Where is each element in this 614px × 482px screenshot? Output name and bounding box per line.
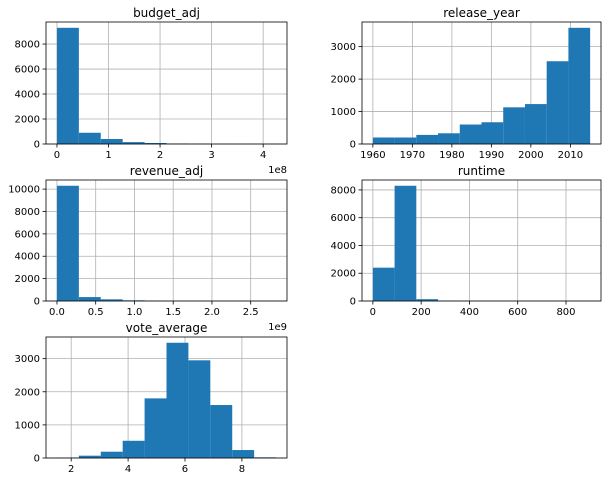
histogram-bar — [394, 185, 417, 301]
subplot-release-year: 1960 1970 1980 1990 2000 2010 0 1000 2000 3000 rel… — [331, 6, 602, 161]
x-tick-label: 2010 — [558, 150, 583, 161]
y-tick-label: 6000 — [331, 213, 356, 224]
histogram-bar — [166, 342, 189, 458]
histogram-bar — [416, 134, 439, 144]
axes-frame — [45, 179, 288, 302]
x-tick-label: 6 — [182, 464, 188, 475]
x-offset-label: 1e8 — [268, 165, 287, 176]
y-tick-label: 6000 — [15, 65, 40, 76]
y-tick-label: 0 — [34, 297, 40, 308]
subplot-title: release_year — [443, 6, 520, 20]
histogram-bar — [546, 61, 569, 144]
subplot-revenue-adj: 0.0 0.5 1.0 1.5 2.0 2.5 0 2000 4000 6000 8000 10000… — [8, 164, 288, 333]
histogram-bar — [232, 450, 255, 458]
axes-frame — [361, 21, 602, 145]
histogram-bar — [503, 107, 525, 144]
x-offset-label: 1e9 — [268, 322, 287, 333]
histogram-bar — [459, 124, 482, 144]
x-tick-label: 4 — [125, 464, 131, 475]
histogram-bar — [416, 299, 439, 301]
y-tick-label: 2000 — [331, 269, 356, 280]
histogram-bar — [56, 27, 79, 144]
histogram-bar — [188, 360, 211, 458]
x-tick-label: 1980 — [439, 150, 464, 161]
histogram-bar — [394, 137, 417, 144]
x-tick-label: 1.5 — [165, 307, 181, 318]
subplot-title: vote_average — [126, 321, 208, 335]
x-tick-label: 2.0 — [204, 307, 220, 318]
x-tick-label: 1990 — [479, 150, 504, 161]
y-tick-label: 8000 — [15, 40, 40, 51]
axes-frame — [45, 336, 288, 459]
y-tick-label: 4000 — [331, 241, 356, 252]
y-tick-label: 2000 — [15, 387, 40, 398]
histogram-bar — [210, 405, 233, 458]
histogram-bar — [144, 398, 167, 458]
axes-frame — [361, 179, 602, 302]
y-tick-label: 1000 — [15, 420, 40, 431]
y-tick-label: 6000 — [15, 229, 40, 240]
histogram-bar — [100, 299, 123, 301]
y-tick-label: 1000 — [331, 107, 356, 118]
subplot-title: budget_adj — [133, 6, 200, 20]
y-tick-label: 0 — [350, 297, 356, 308]
y-tick-label: 0 — [350, 140, 356, 151]
subplot-budget-adj: 0 1 2 3 4 0 2000 4000 6000 8000 budget_adj 1e8 — [15, 6, 288, 176]
histogram-bar — [372, 267, 395, 301]
histogram-bar — [568, 27, 591, 144]
histogram-bar — [122, 142, 145, 144]
histogram-bar — [438, 133, 460, 144]
x-tick-label: 0 — [54, 150, 60, 161]
x-tick-label: 1970 — [400, 150, 425, 161]
x-tick-label: 2000 — [518, 150, 543, 161]
histogram-bar — [122, 440, 145, 458]
subplot-title: runtime — [458, 164, 505, 178]
histogram-bar — [524, 104, 547, 144]
histogram-bar — [481, 122, 504, 144]
x-tick-label: 1960 — [360, 150, 385, 161]
y-tick-label: 2000 — [15, 274, 40, 285]
x-tick-label: 2 — [68, 464, 74, 475]
x-tick-label: 200 — [412, 307, 431, 318]
histogram-bar — [100, 451, 123, 458]
histogram-bar — [78, 455, 101, 458]
x-tick-label: 8 — [239, 464, 245, 475]
histogram-bar — [56, 185, 79, 301]
x-tick-label: 0 — [370, 307, 376, 318]
x-tick-label: 0.0 — [49, 307, 65, 318]
y-tick-label: 8000 — [331, 185, 356, 196]
x-tick-label: 2 — [157, 150, 163, 161]
y-tick-label: 4000 — [15, 252, 40, 263]
axes-frame — [45, 21, 288, 145]
x-tick-label: 800 — [556, 307, 575, 318]
y-tick-label: 4000 — [15, 90, 40, 101]
x-tick-label: 4 — [260, 150, 266, 161]
histogram-bar — [100, 139, 123, 144]
y-tick-label: 3000 — [331, 42, 356, 53]
y-tick-label: 8000 — [15, 207, 40, 218]
histogram-bar — [78, 297, 101, 301]
x-tick-label: 400 — [460, 307, 479, 318]
x-tick-label: 1.0 — [127, 307, 143, 318]
y-tick-label: 3000 — [15, 354, 40, 365]
y-tick-label: 10000 — [8, 185, 40, 196]
y-tick-label: 0 — [34, 140, 40, 151]
histogram-bar — [78, 132, 101, 144]
histogram-bar — [372, 137, 395, 144]
histogram-bar — [144, 143, 167, 144]
x-tick-label: 2.5 — [243, 307, 259, 318]
subplot-vote-average: 2 4 6 8 0 1000 2000 3000 vote_average — [15, 321, 288, 475]
x-tick-label: 600 — [508, 307, 527, 318]
x-tick-label: 3 — [208, 150, 214, 161]
subplot-title: revenue_adj — [130, 164, 203, 178]
y-tick-label: 2000 — [331, 75, 356, 86]
x-tick-label: 1 — [105, 150, 111, 161]
x-tick-label: 0.5 — [88, 307, 104, 318]
y-tick-label: 0 — [34, 454, 40, 465]
y-tick-label: 2000 — [15, 115, 40, 126]
